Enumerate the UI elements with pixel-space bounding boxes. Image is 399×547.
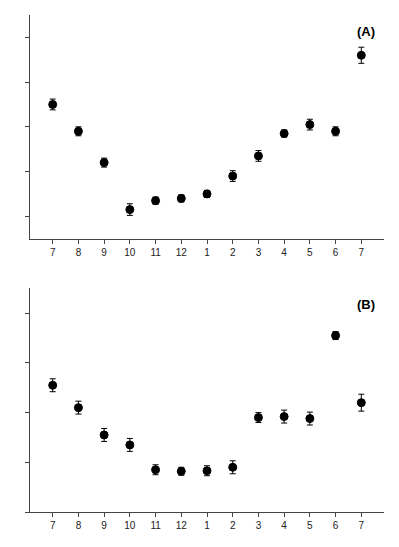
svg-text:(B): (B) bbox=[357, 297, 375, 312]
svg-text:11: 11 bbox=[150, 247, 161, 258]
svg-text:11: 11 bbox=[150, 520, 161, 531]
svg-text:8: 8 bbox=[76, 247, 82, 258]
svg-text:12: 12 bbox=[176, 247, 188, 258]
svg-text:5: 5 bbox=[307, 520, 313, 531]
svg-text:9: 9 bbox=[101, 520, 107, 531]
svg-text:7: 7 bbox=[50, 247, 56, 258]
svg-text:5: 5 bbox=[307, 247, 313, 258]
svg-text:7: 7 bbox=[359, 520, 365, 531]
svg-text:(A): (A) bbox=[357, 24, 375, 39]
svg-text:6: 6 bbox=[333, 247, 339, 258]
svg-text:6: 6 bbox=[333, 520, 339, 531]
svg-text:9: 9 bbox=[101, 247, 107, 258]
svg-text:1: 1 bbox=[204, 247, 210, 258]
svg-text:10: 10 bbox=[124, 247, 136, 258]
svg-text:7: 7 bbox=[50, 520, 56, 531]
svg-text:3: 3 bbox=[256, 520, 262, 531]
svg-text:2: 2 bbox=[230, 247, 236, 258]
svg-text:12: 12 bbox=[176, 520, 188, 531]
svg-text:1: 1 bbox=[204, 520, 210, 531]
svg-text:7: 7 bbox=[359, 247, 365, 258]
svg-text:4: 4 bbox=[281, 247, 287, 258]
svg-text:8: 8 bbox=[76, 520, 82, 531]
svg-text:4: 4 bbox=[281, 520, 287, 531]
svg-text:10: 10 bbox=[124, 520, 136, 531]
svg-text:2: 2 bbox=[230, 520, 236, 531]
svg-text:3: 3 bbox=[256, 247, 262, 258]
